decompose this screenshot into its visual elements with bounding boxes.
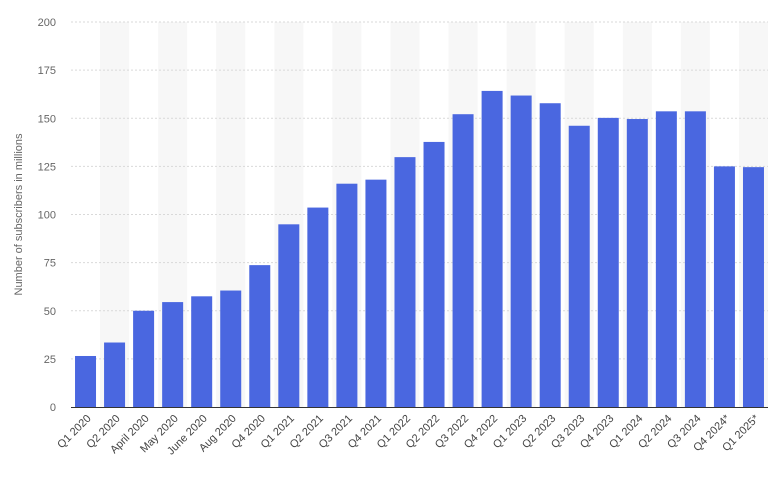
y-axis-ticks: 0 25 50 75 100 125 150 175 200 <box>38 17 56 414</box>
bar <box>713 166 735 407</box>
y-tick-label: 100 <box>38 210 56 222</box>
gridlines <box>71 21 768 360</box>
y-tick-label: 125 <box>38 161 56 173</box>
bar <box>191 296 213 407</box>
bar <box>742 167 764 407</box>
y-tick-label: 75 <box>44 258 56 270</box>
bar <box>423 141 445 408</box>
bar <box>133 310 155 407</box>
bar <box>307 207 329 407</box>
bar <box>336 183 358 407</box>
bars <box>75 90 764 408</box>
bar <box>220 290 242 407</box>
bar <box>684 111 706 407</box>
bar <box>568 125 590 407</box>
bar <box>365 179 387 407</box>
y-axis-label: Number of subscribers in millions <box>13 133 25 295</box>
bar <box>539 103 561 408</box>
bar <box>104 342 126 407</box>
bar <box>452 114 474 408</box>
y-tick-label: 25 <box>44 354 56 366</box>
bar <box>278 224 300 407</box>
bar <box>655 111 677 407</box>
bar <box>249 265 271 407</box>
bar <box>394 157 416 407</box>
bar <box>75 355 97 407</box>
y-tick-label: 175 <box>38 65 56 77</box>
bar <box>597 117 619 408</box>
y-tick-label: 0 <box>50 402 56 414</box>
bar <box>162 302 184 407</box>
y-tick-label: 150 <box>38 113 56 125</box>
y-tick-label: 200 <box>38 17 56 29</box>
bar <box>481 90 503 407</box>
bar <box>510 95 532 407</box>
y-tick-label: 50 <box>44 306 56 318</box>
bar <box>626 119 648 408</box>
